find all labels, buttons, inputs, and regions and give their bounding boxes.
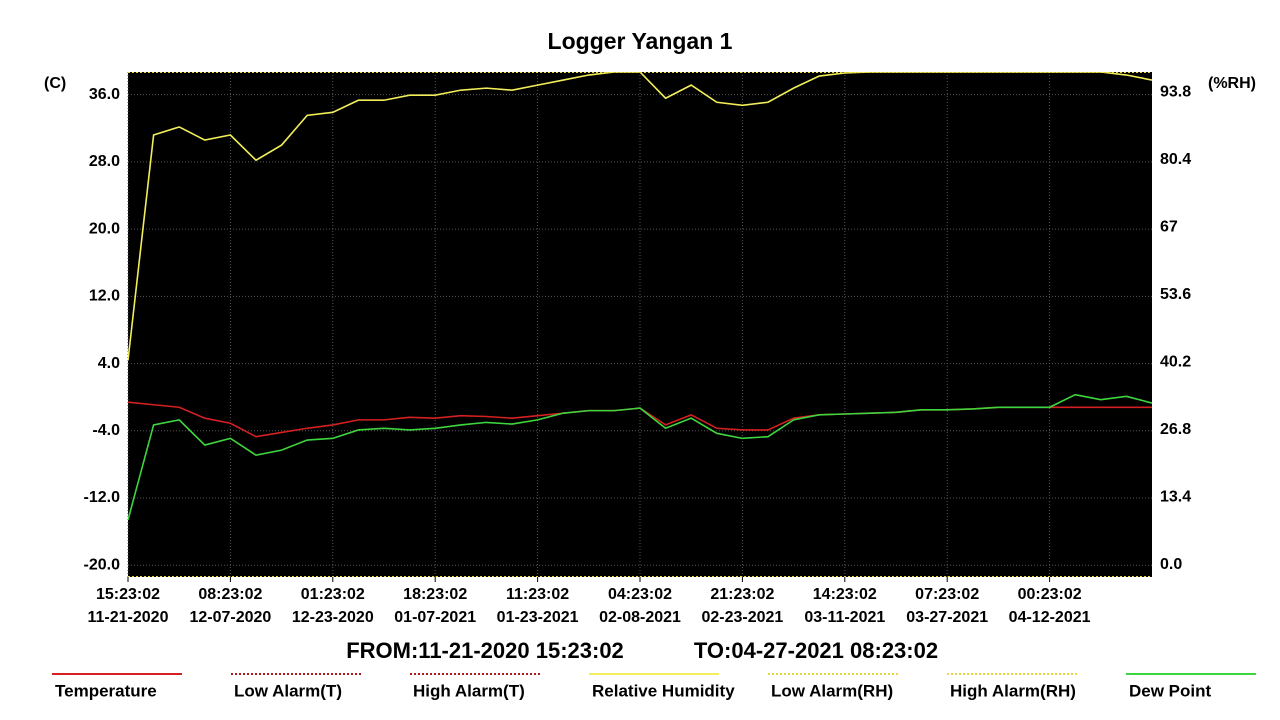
y-tick-label: -12.0: [84, 489, 121, 506]
y2-tick-label: 0.0: [1160, 556, 1182, 573]
x-tick-date: 03-27-2021: [906, 609, 988, 626]
x-tick-date: 11-21-2020: [88, 609, 169, 626]
x-tick-date: 03-11-2021: [804, 609, 885, 626]
plot-lines: [128, 72, 1152, 577]
x-tick-date: 04-12-2021: [1009, 609, 1091, 626]
legend-label: Low Alarm(RH): [771, 681, 893, 700]
y-tick-label: 36.0: [89, 86, 120, 103]
y2-axis-label: (%RH): [1208, 75, 1256, 92]
x-tick-date: 01-07-2021: [394, 609, 476, 626]
y2-tick-label: 40.2: [1160, 354, 1191, 371]
y-axis-label: (C): [44, 75, 66, 92]
y2-tick-label: 53.6: [1160, 286, 1191, 303]
legend-label: High Alarm(RH): [950, 681, 1076, 700]
x-tick-date: 12-07-2020: [189, 609, 271, 626]
x-tick-label: 01:23:02: [301, 586, 365, 603]
x-tick-label: 11:23:02: [506, 586, 569, 603]
y-tick-label: 12.0: [89, 288, 120, 305]
legend-label: Temperature: [55, 681, 157, 700]
legend-label: Dew Point: [1129, 681, 1212, 700]
y2-tick-label: 13.4: [1160, 489, 1191, 506]
x-tick-label: 14:23:02: [813, 586, 877, 603]
x-tick-date: 01-23-2021: [497, 609, 579, 626]
to-label: TO:04-27-2021 08:23:02: [694, 638, 938, 663]
y-tick-label: -4.0: [92, 422, 120, 439]
x-tick-date: 02-08-2021: [599, 609, 681, 626]
x-tick-label: 07:23:02: [915, 586, 979, 603]
legend-label: High Alarm(T): [413, 681, 525, 700]
y2-tick-label: 67: [1160, 218, 1178, 235]
x-tick-date: 12-23-2020: [292, 609, 374, 626]
y2-tick-label: 93.8: [1160, 83, 1191, 100]
legend-label: Relative Humidity: [592, 681, 735, 700]
legend-label: Low Alarm(T): [234, 681, 342, 700]
x-tick-date: 02-23-2021: [701, 609, 783, 626]
y-tick-label: -20.0: [84, 556, 121, 573]
y-tick-label: 20.0: [89, 220, 120, 237]
from-label: FROM:11-21-2020 15:23:02: [346, 638, 624, 663]
x-tick-label: 04:23:02: [608, 586, 672, 603]
x-tick-label: 00:23:02: [1018, 586, 1082, 603]
series-line: [128, 72, 1152, 361]
chart-title: Logger Yangan 1: [548, 28, 733, 54]
x-tick-label: 18:23:02: [403, 586, 467, 603]
y2-tick-label: 80.4: [1160, 151, 1191, 168]
x-tick-label: 21:23:02: [710, 586, 774, 603]
y2-tick-label: 26.8: [1160, 421, 1191, 438]
x-tick-label: 15:23:02: [96, 586, 160, 603]
x-tick-label: 08:23:02: [198, 586, 262, 603]
y-tick-label: 4.0: [98, 355, 120, 372]
series-line: [128, 393, 1152, 521]
y-tick-label: 28.0: [89, 153, 120, 170]
